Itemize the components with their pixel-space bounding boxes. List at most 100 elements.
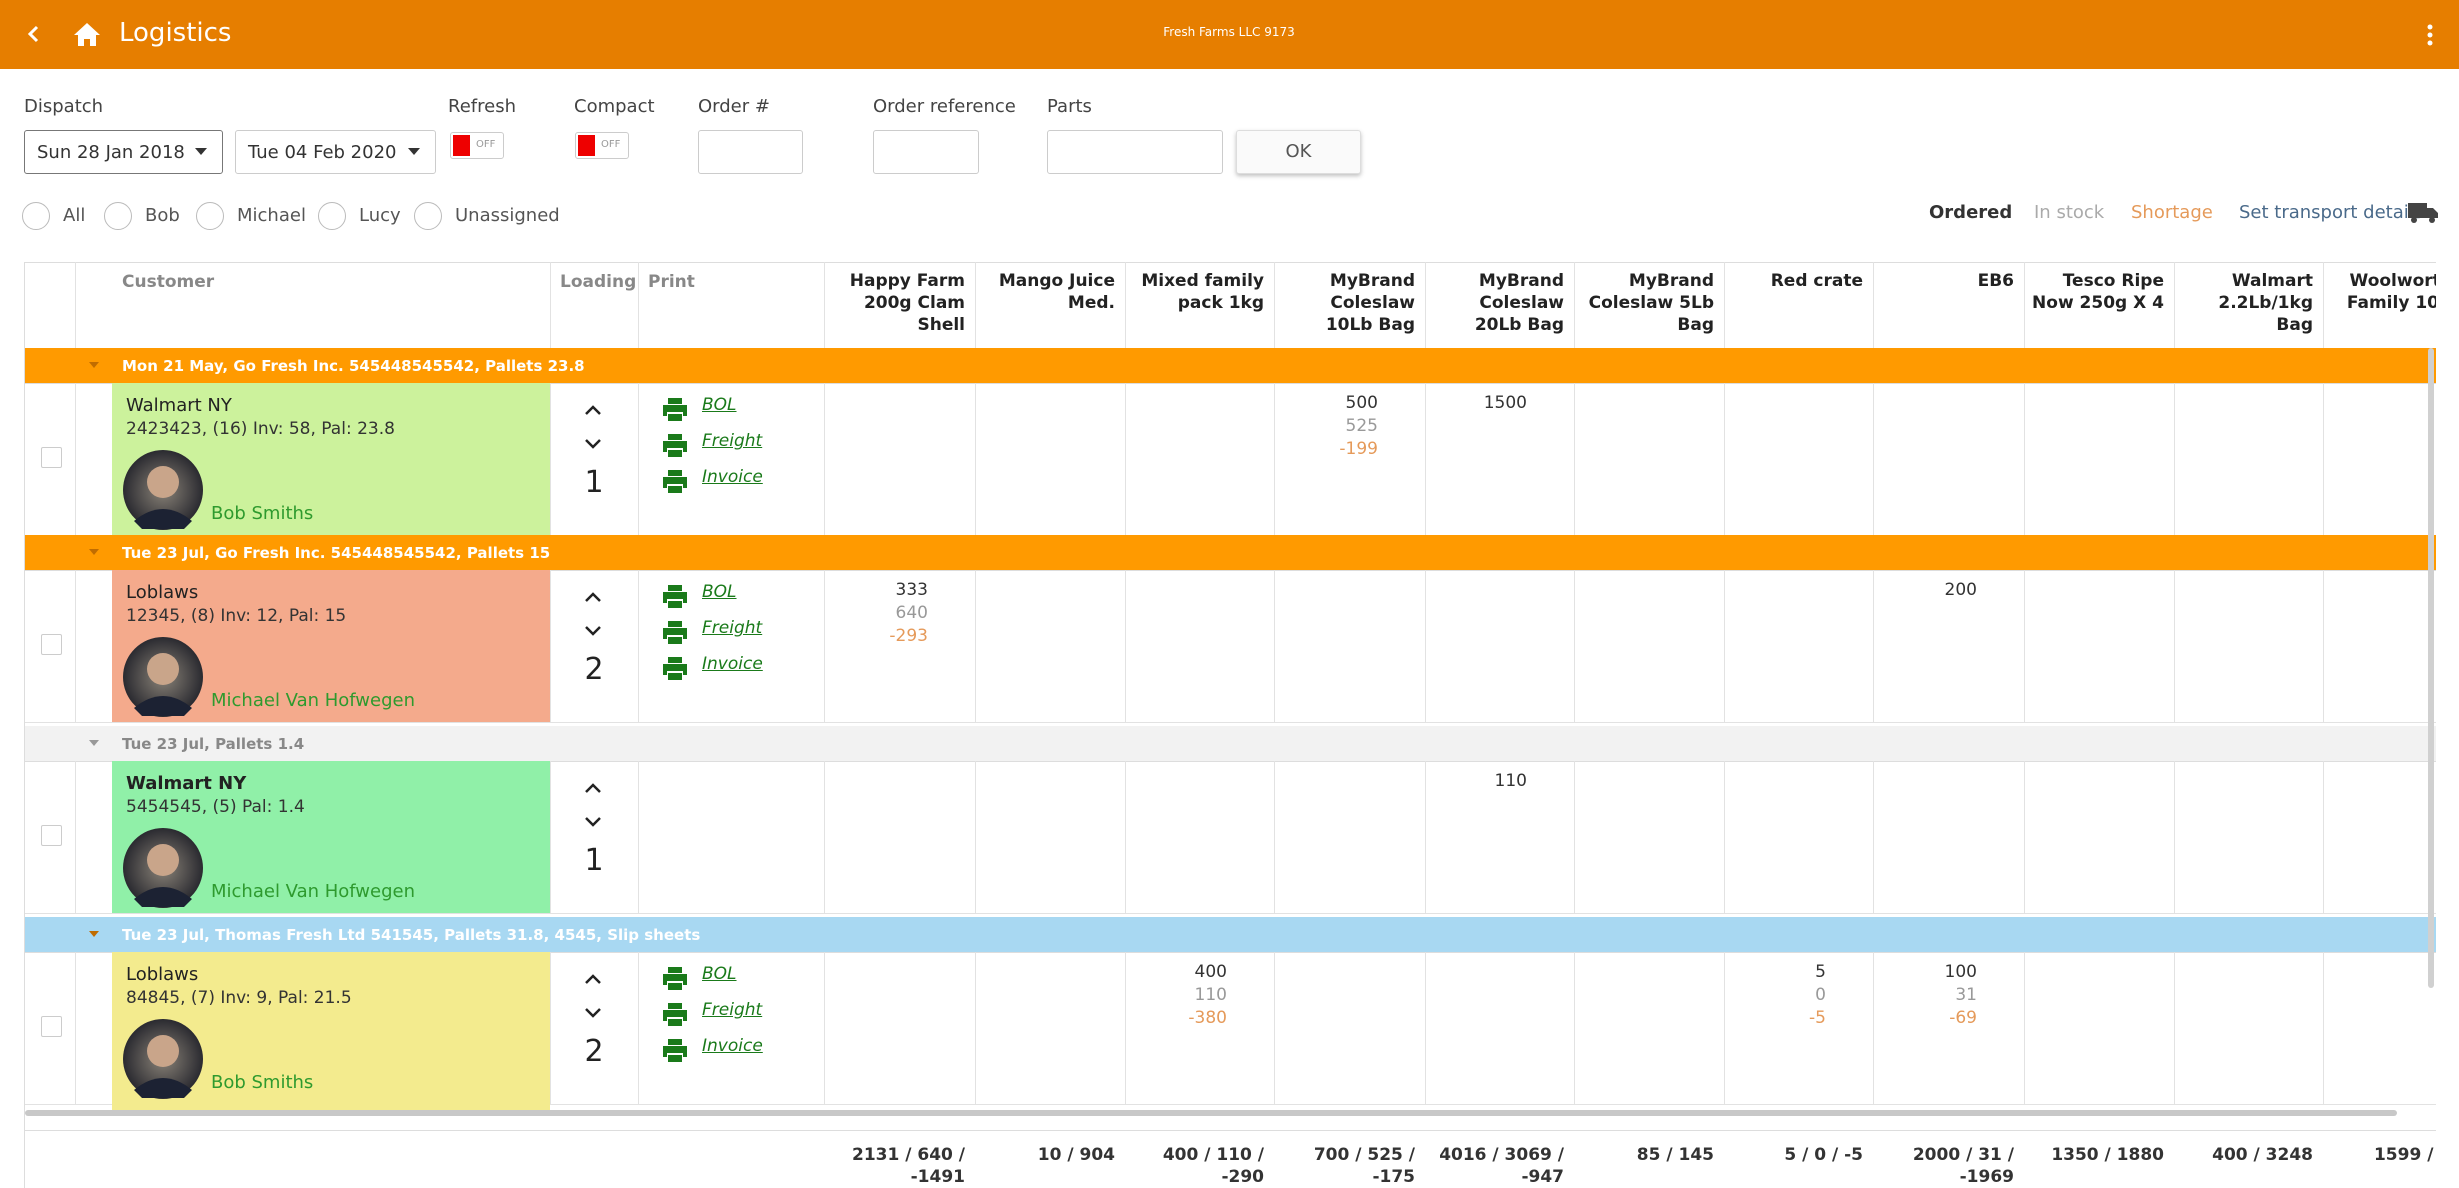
loading-order: 2 [584, 1034, 604, 1069]
back-button[interactable] [22, 22, 46, 46]
cell-border [1873, 262, 1874, 348]
truck-icon [2408, 203, 2438, 223]
cell-border [975, 570, 976, 722]
column-header: Loading [560, 272, 637, 292]
reference-input[interactable] [873, 130, 979, 174]
radio[interactable] [22, 202, 50, 230]
cell-border [1724, 570, 1725, 722]
print-icon [662, 433, 688, 457]
print-link[interactable]: Invoice [702, 467, 763, 487]
print-icon [662, 469, 688, 493]
customer-name: Walmart NY [126, 773, 247, 794]
cell-border [975, 383, 976, 535]
cell-border [1574, 570, 1575, 722]
cell-border [638, 383, 639, 535]
radio-label: Unassigned [455, 205, 560, 226]
cell-border [1425, 952, 1426, 1104]
radio[interactable] [196, 202, 224, 230]
collapse-icon [89, 549, 99, 556]
cell-border [1574, 761, 1575, 913]
transport-link[interactable]: Set transport details [2239, 202, 2424, 223]
cell-border [1574, 262, 1575, 348]
order-input[interactable] [698, 130, 803, 174]
cell-border [2024, 570, 2025, 722]
collapse-icon [89, 740, 99, 747]
radio-label: Michael [237, 205, 306, 226]
move-up [583, 972, 603, 986]
print-link[interactable]: Invoice [702, 654, 763, 674]
cell-border [824, 383, 825, 535]
loading-order: 1 [584, 465, 604, 500]
column-header: Woolworths Family 100g X [2346, 271, 2436, 313]
date: Sun 28 Jan 2018 [37, 142, 185, 163]
cell-border [550, 262, 551, 348]
cell-border [1574, 383, 1575, 535]
print-icon [662, 966, 688, 990]
cell-border [824, 262, 825, 348]
print-link[interactable]: Freight [702, 431, 763, 451]
legend-in-stock: In stock [2034, 202, 2105, 223]
legend-ordered: Ordered [1929, 202, 2013, 223]
toggle-state: OFF [476, 139, 496, 150]
column-total: 400 / 3248 [2212, 1145, 2313, 1165]
move-down [583, 437, 603, 451]
home-button[interactable] [72, 20, 102, 48]
column-header: Tesco Ripe Now 250g X 4 [2032, 271, 2164, 313]
print-link[interactable]: Invoice [702, 1036, 763, 1056]
group-header [25, 917, 2436, 953]
app-title: Logistics [119, 18, 232, 48]
print-link[interactable]: BOL [702, 395, 737, 415]
loading-order: 1 [584, 843, 604, 878]
avatar [122, 1018, 204, 1100]
quantity: 5 [1815, 962, 1826, 982]
column-total: 5 / 0 / -5 [1784, 1145, 1863, 1165]
cell-border [1873, 383, 1874, 535]
menu-button[interactable] [2424, 22, 2436, 48]
cell-border [975, 761, 976, 913]
row-checkbox[interactable] [41, 825, 62, 846]
date-select[interactable]: Sun 28 Jan 2018 [24, 130, 223, 174]
print-link[interactable]: Freight [702, 618, 763, 638]
print-icon [662, 656, 688, 680]
order-details: 5454545, (5) Pal: 1.4 [126, 797, 305, 817]
column-total: 10 / 904 [1037, 1145, 1115, 1165]
move-down [583, 815, 603, 829]
radio[interactable] [414, 202, 442, 230]
radio-label: Bob [145, 205, 180, 226]
ok-button[interactable]: OK [1236, 130, 1361, 174]
column-header: MyBrand Coleslaw 5Lb Bag [1588, 271, 1714, 335]
row [25, 952, 2436, 1105]
radio[interactable] [104, 202, 132, 230]
date-select[interactable]: Tue 04 Feb 2020 [235, 130, 436, 174]
cell-border [1274, 761, 1275, 913]
order-details: 2423423, (16) Inv: 58, Pal: 23.8 [126, 419, 395, 439]
row-checkbox[interactable] [41, 634, 62, 655]
print-link[interactable]: BOL [702, 964, 737, 984]
assigned-person: Bob Smiths [211, 503, 314, 524]
cell-border [1574, 952, 1575, 1104]
group-title: Mon 21 May, Go Fresh Inc. 545448545542, … [122, 357, 585, 375]
label: Order reference [873, 96, 1016, 117]
quantity: 1500 [1483, 393, 1527, 413]
row-checkbox[interactable] [41, 1016, 62, 1037]
order-details: 12345, (8) Inv: 12, Pal: 15 [126, 606, 347, 626]
parts-input[interactable] [1047, 130, 1223, 174]
print-icon [662, 1038, 688, 1062]
column-header: Red crate [1770, 271, 1863, 291]
row-checkbox[interactable] [41, 447, 62, 468]
radio[interactable] [318, 202, 346, 230]
cell-border [2174, 761, 2175, 913]
collapse-icon [89, 931, 99, 938]
cell-border [1125, 761, 1126, 913]
print-link[interactable]: Freight [702, 1000, 763, 1020]
toggle[interactable]: OFF [575, 132, 629, 159]
print-link[interactable]: BOL [702, 582, 737, 602]
order-details: 84845, (7) Inv: 9, Pal: 21.5 [126, 988, 352, 1008]
print-icon [662, 620, 688, 644]
cell-border [550, 570, 551, 722]
column-total: 1350 / 1880 [2051, 1145, 2164, 1165]
column-total: 2131 / 640 / -1491 [852, 1145, 965, 1187]
toggle[interactable]: OFF [450, 132, 504, 159]
cell-border [1125, 570, 1126, 722]
quantity: 100 [1944, 962, 1977, 982]
